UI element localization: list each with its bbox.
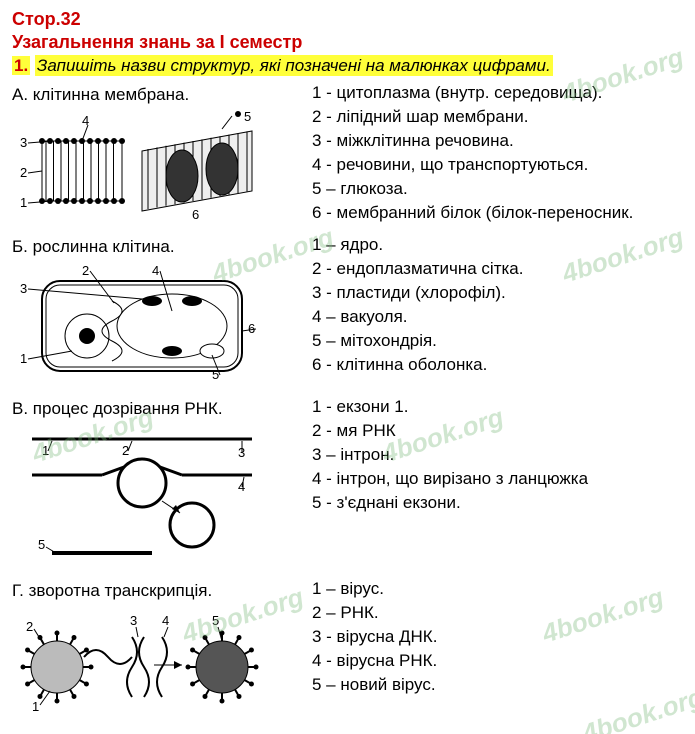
section-row: В. процес дозрівання РНК. 123451 - екзони…: [12, 396, 683, 578]
section-label: Г. зворотна транскрипція.: [12, 580, 312, 603]
svg-text:1: 1: [20, 195, 27, 210]
list-item: 2 - ліпідний шар мембрани.: [312, 106, 683, 129]
sections-container: А. клітинна мембрана. 1 2 3 4 5 6 1 - цитоплазм…: [12, 82, 683, 730]
section-left: Б. рослинна клітина.123456: [12, 234, 312, 396]
list-item: 2 – РНК.: [312, 602, 683, 625]
svg-text:2: 2: [82, 263, 89, 278]
list-item: 3 - пластиди (хлорофіл).: [312, 282, 683, 305]
section-right: 1 - екзони 1.2 - мя РНК3 – інтрон.4 - ін…: [312, 396, 683, 516]
svg-text:3: 3: [130, 613, 137, 628]
list-item: 1 - цитоплазма (внутр. середовища).: [312, 82, 683, 105]
section-right: 1 – вірус.2 – РНК.3 - вірусна ДНК.4 - ві…: [312, 578, 683, 698]
diagram: 1 2 3 4 5: [12, 607, 312, 724]
list-item: 2 - ендоплазматична сітка.: [312, 258, 683, 281]
list-item: 4 - вірусна РНК.: [312, 650, 683, 673]
section-label: В. процес дозрівання РНК.: [12, 398, 312, 421]
svg-text:1: 1: [32, 699, 39, 714]
svg-text:2: 2: [20, 165, 27, 180]
svg-text:6: 6: [192, 207, 199, 221]
list-item: 6 - мембранний білок (білок-переносник.: [312, 202, 683, 225]
section-right: 1 - цитоплазма (внутр. середовища).2 - л…: [312, 82, 683, 226]
section-left: А. клітинна мембрана.123456: [12, 82, 312, 234]
section-row: Б. рослинна клітина.1234561 – ядро.2 - е…: [12, 234, 683, 396]
list-item: 5 - з'єднані екзони.: [312, 492, 683, 515]
list-item: 3 – інтрон.: [312, 444, 683, 467]
list-item: 5 – глюкоза.: [312, 178, 683, 201]
svg-text:6: 6: [248, 321, 255, 336]
svg-text:4: 4: [152, 263, 159, 278]
svg-text:5: 5: [244, 111, 251, 124]
section-row: Г. зворотна транскрипція. 1 2 3 4 5 1 – вірус.…: [12, 578, 683, 730]
task-number: 1.: [12, 56, 30, 75]
svg-text:1: 1: [20, 351, 27, 366]
section-label: А. клітинна мембрана.: [12, 84, 312, 107]
page-number: Стор.32: [12, 8, 683, 31]
svg-text:5: 5: [38, 537, 45, 552]
task-text: Запишіть назви структур, які позначені н…: [35, 55, 553, 76]
section-left: В. процес дозрівання РНК. 12345: [12, 396, 312, 578]
list-item: 3 - міжклітинна речовина.: [312, 130, 683, 153]
list-item: 1 - екзони 1.: [312, 396, 683, 419]
svg-text:4: 4: [162, 613, 169, 628]
section-right: 1 – ядро.2 - ендоплазматична сітка.3 - п…: [312, 234, 683, 378]
list-item: 3 - вірусна ДНК.: [312, 626, 683, 649]
section-row: А. клітинна мембрана.1234561 - цитоплазм…: [12, 82, 683, 234]
list-item: 2 - мя РНК: [312, 420, 683, 443]
list-item: 1 – вірус.: [312, 578, 683, 601]
list-item: 5 – новий вірус.: [312, 674, 683, 697]
svg-text:3: 3: [20, 135, 27, 150]
svg-text:5: 5: [212, 613, 219, 628]
section-label: Б. рослинна клітина.: [12, 236, 312, 259]
list-item: 4 - інтрон, що вирізано з ланцюжка: [312, 468, 683, 491]
list-item: 1 – ядро.: [312, 234, 683, 257]
page-title: Узагальнення знань за І семестр: [12, 31, 683, 54]
diagram: 12345: [12, 425, 312, 572]
svg-text:3: 3: [20, 281, 27, 296]
list-item: 5 – мітохондрія.: [312, 330, 683, 353]
list-item: 6 - клітинна оболонка.: [312, 354, 683, 377]
diagram: 123456: [12, 111, 312, 228]
task-line: 1. Запишіть назви структур, які позначен…: [12, 55, 683, 76]
list-item: 4 – вакуоля.: [312, 306, 683, 329]
page-container: { "header": { "page_label": "Стор.32", "…: [0, 0, 695, 734]
diagram: 123456: [12, 263, 312, 390]
section-left: Г. зворотна транскрипція. 1 2 3 4 5: [12, 578, 312, 730]
svg-text:2: 2: [26, 619, 33, 634]
list-item: 4 - речовини, що транспортуються.: [312, 154, 683, 177]
